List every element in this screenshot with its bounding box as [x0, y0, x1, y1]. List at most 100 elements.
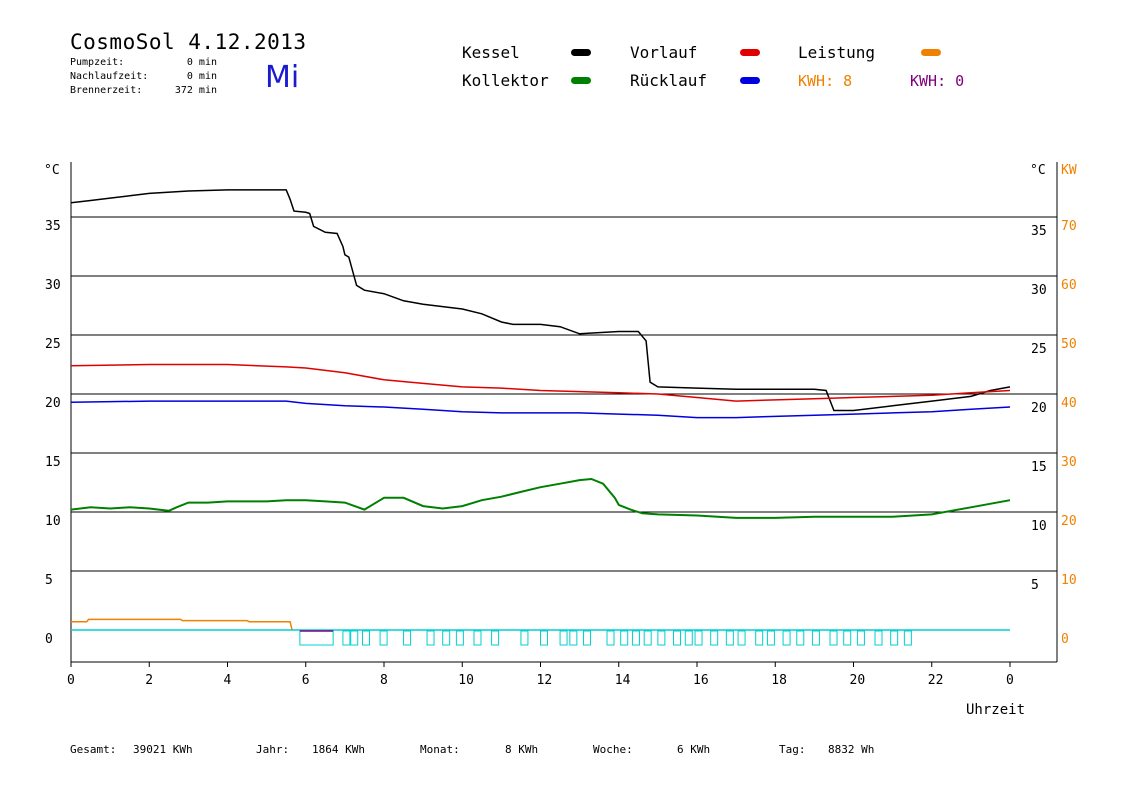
pump-marker — [350, 630, 359, 646]
footer-gesamt-value: 39021 KWh — [133, 743, 193, 756]
y-tick-right: 5 — [1031, 578, 1039, 593]
series-kessel — [70, 189, 1011, 412]
pump-marker — [710, 630, 719, 646]
y-tick-right-kw: 20 — [1061, 514, 1077, 529]
pump-marker — [874, 630, 883, 646]
pump-marker — [631, 630, 640, 646]
y-tick-left: 15 — [45, 455, 61, 470]
chart-ticks: 0510152025303551015202530350102030405060… — [45, 219, 1077, 688]
x-tick-label: 8 — [380, 673, 388, 688]
weekday-label: Mi — [265, 60, 300, 95]
legend-kollektor-label: Kollektor — [462, 71, 549, 90]
legend-kwh-purple: KWH: 0 — [910, 72, 965, 90]
x-tick-label: 6 — [302, 673, 310, 688]
pumpzeit-row: Pumpzeit: 0 min — [70, 57, 217, 68]
legend-leistung-swatch — [921, 49, 941, 56]
legend-kwh-orange: KWH: 8 — [798, 72, 853, 90]
x-tick-label: 18 — [771, 673, 787, 688]
pumpzeit-value: 0 min — [186, 57, 217, 68]
footer-jahr-label: Jahr: — [256, 743, 290, 756]
y-tick-left: 0 — [45, 632, 53, 647]
pump-marker — [737, 630, 746, 646]
footer-jahr-value: 1864 KWh — [312, 743, 365, 756]
chart-axes — [70, 162, 1058, 663]
series-leistung — [71, 618, 293, 631]
y-tick-right-kw: 40 — [1061, 396, 1077, 411]
footer-woche-value: 6 KWh — [677, 743, 711, 756]
pump-marker — [829, 630, 838, 646]
y-axis-label-right: °C — [1030, 163, 1046, 178]
y-tick-right: 20 — [1031, 401, 1047, 416]
y-tick-right-kw: 70 — [1061, 219, 1077, 234]
series-vorlauf — [70, 363, 1011, 402]
pump-marker — [491, 630, 500, 646]
pump-marker — [569, 630, 578, 646]
nachlaufzeit-label: Nachlaufzeit: — [70, 71, 149, 82]
pump-marker — [643, 630, 652, 646]
pump-marker — [426, 630, 435, 646]
footer-woche-label: Woche: — [593, 743, 633, 756]
y-tick-right-kw: 10 — [1061, 573, 1077, 588]
y-axis-label-right2: KW — [1061, 163, 1077, 178]
pump-marker — [811, 630, 820, 646]
y-tick-left: 30 — [45, 278, 61, 293]
x-tick-label: 0 — [67, 673, 75, 688]
pump-marker — [342, 630, 351, 646]
pump-marker — [361, 630, 370, 646]
footer-tag-label: Tag: — [779, 743, 806, 756]
pumpzeit-label: Pumpzeit: — [70, 57, 125, 68]
y-tick-right-kw: 50 — [1061, 337, 1077, 352]
x-tick-label: 14 — [615, 673, 631, 688]
legend-ruecklauf-swatch — [740, 77, 760, 84]
y-tick-left: 10 — [45, 514, 61, 529]
legend-ruecklauf-label: Rücklauf — [630, 71, 708, 90]
pump-marker — [782, 630, 791, 646]
series-r-cklauf — [70, 400, 1011, 419]
footer-monat-label: Monat: — [420, 743, 460, 756]
pump-marker — [583, 630, 592, 646]
pump-marker — [657, 630, 666, 646]
footer-monat-value: 8 KWh — [505, 743, 539, 756]
y-tick-left: 25 — [45, 337, 61, 352]
x-tick-label: 22 — [928, 673, 944, 688]
brennerzeit-row: Brennerzeit: 372 min — [70, 85, 217, 96]
pump-marker — [673, 630, 682, 646]
pump-marker — [890, 630, 899, 646]
y-tick-right-kw: 30 — [1061, 455, 1077, 470]
y-tick-right: 10 — [1031, 519, 1047, 534]
legend-leistung-label: Leistung — [798, 43, 876, 62]
y-tick-left: 5 — [45, 573, 53, 588]
pump-marker — [620, 630, 629, 646]
pump-marker — [606, 630, 615, 646]
pump-marker — [766, 630, 775, 646]
series-kollektor — [70, 477, 1011, 519]
x-tick-label: 20 — [850, 673, 866, 688]
x-tick-label: 12 — [537, 673, 553, 688]
x-tick-label: 4 — [224, 673, 232, 688]
y-tick-right-kw: 60 — [1061, 278, 1077, 293]
footer-tag-value: 8832 Wh — [828, 743, 875, 756]
pump-marker — [856, 630, 865, 646]
pump-marker — [455, 630, 464, 646]
legend-kollektor-swatch — [571, 77, 591, 84]
pump-marker — [725, 630, 734, 646]
pump-marker — [559, 630, 568, 646]
brennerzeit-label: Brennerzeit: — [70, 85, 143, 96]
pump-marker — [379, 630, 388, 646]
chart-lines — [70, 189, 1011, 646]
y-tick-right: 15 — [1031, 460, 1047, 475]
pump-marker — [843, 630, 852, 646]
pump-marker — [755, 630, 764, 646]
legend-kessel-label: Kessel — [462, 43, 520, 62]
chart-title: CosmoSol 4.12.2013 — [70, 30, 307, 54]
y-tick-right-kw: 0 — [1061, 632, 1069, 647]
y-tick-left: 35 — [45, 219, 61, 234]
nachlaufzeit-value: 0 min — [186, 71, 217, 82]
pump-marker — [520, 630, 529, 646]
pump-marker — [796, 630, 805, 646]
x-tick-label: 0 — [1006, 673, 1014, 688]
y-tick-right: 25 — [1031, 342, 1047, 357]
pump-marker — [540, 630, 548, 646]
legend-vorlauf-swatch — [740, 49, 760, 56]
